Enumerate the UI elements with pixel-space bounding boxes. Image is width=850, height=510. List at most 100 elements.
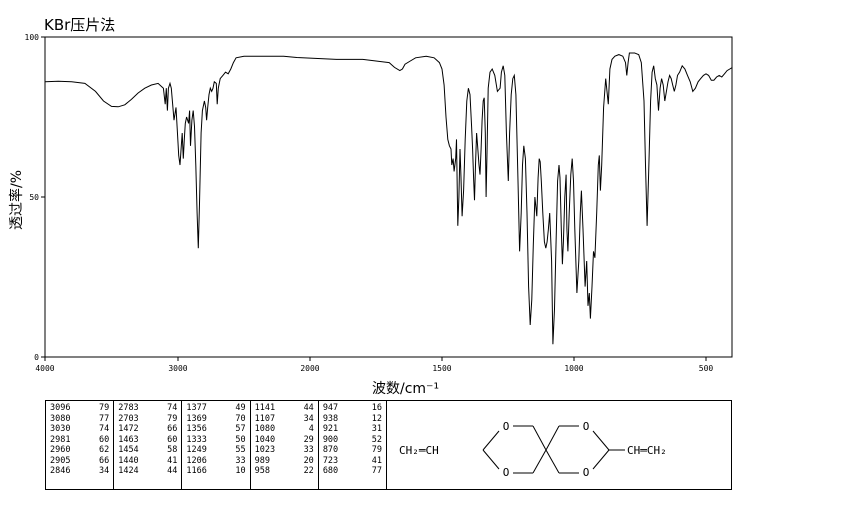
peak-wavenumber: 1249 [186, 445, 207, 455]
peak-transmittance: 31 [371, 424, 383, 434]
peak-wavenumber: 1080 [254, 424, 276, 434]
peak-row: 1472 66 [118, 424, 177, 435]
peak-row: 921 31 [323, 424, 382, 435]
peak-row: 1333 50 [186, 435, 245, 446]
chart-title: KBr压片法 [44, 16, 116, 34]
peak-row: 1440 41 [118, 456, 177, 467]
peak-wavenumber: 921 [322, 424, 339, 434]
peak-row: 1080 4 [255, 424, 314, 435]
peak-row: 947 16 [323, 403, 382, 414]
peak-wavenumber: 938 [322, 413, 339, 424]
peak-wavenumber: 1206 [186, 455, 207, 466]
x-axis-label: 波数/cm⁻¹ [372, 381, 440, 397]
peak-row: 938 12 [323, 414, 382, 425]
peak-transmittance: 60 [167, 434, 178, 445]
peak-wavenumber: 2981 [50, 434, 71, 445]
peak-wavenumber: 723 [322, 455, 339, 466]
peak-wavenumber: 1023 [254, 445, 276, 455]
ir-spectrum-plot: 4000 3000 2000 1500 1000 500 0 50 100 [25, 33, 733, 373]
peak-wavenumber: 1424 [118, 466, 139, 476]
peak-wavenumber: 1463 [118, 434, 139, 445]
peak-transmittance: 22 [303, 466, 314, 476]
peak-row: 2981 60 [50, 435, 109, 446]
peak-transmittance: 33 [235, 455, 246, 466]
molecule-structure: CH₂═CH O O O O CH═CH₂ [399, 420, 667, 479]
peak-row: 3080 77 [50, 414, 109, 425]
peak-row: 3096 79 [50, 403, 109, 414]
peak-transmittance: 74 [98, 424, 110, 434]
peak-transmittance: 79 [98, 403, 110, 413]
peak-transmittance: 79 [371, 445, 383, 455]
peak-row: 1107 34 [255, 414, 314, 425]
peak-row: 1023 33 [255, 445, 314, 456]
peak-transmittance: 58 [167, 445, 178, 455]
peak-row: 1249 55 [186, 445, 245, 456]
peak-row: 989 20 [255, 456, 314, 467]
peak-wavenumber: 900 [322, 434, 339, 445]
plot-frame [44, 36, 733, 358]
peak-wavenumber: 1454 [118, 445, 139, 455]
peak-row: 1166 10 [186, 466, 245, 477]
peak-wavenumber: 2846 [50, 466, 71, 476]
x-tick-label: 1000 [564, 364, 583, 373]
x-tick-label: 4000 [35, 364, 54, 373]
peak-transmittance: 34 [98, 466, 110, 476]
peak-row: 723 41 [323, 456, 382, 467]
peak-transmittance: 79 [167, 413, 178, 424]
peak-row: 3030 74 [50, 424, 109, 435]
peak-row: 1141 44 [255, 403, 314, 414]
peak-wavenumber: 1472 [118, 424, 139, 434]
peak-transmittance: 34 [303, 413, 314, 424]
peak-transmittance: 10 [235, 466, 246, 476]
peak-wavenumber: 1369 [186, 413, 207, 424]
peak-transmittance: 66 [98, 455, 110, 466]
y-tick-label: 100 [25, 33, 40, 42]
peak-transmittance: 77 [98, 413, 110, 424]
peak-wavenumber: 1107 [254, 413, 276, 424]
peak-transmittance: 20 [303, 455, 314, 466]
peak-row: 1369 70 [186, 414, 245, 425]
peak-wavenumber: 3096 [50, 403, 71, 413]
peak-wavenumber: 947 [322, 403, 339, 413]
peak-transmittance: 60 [98, 434, 110, 445]
peak-transmittance: 4 [308, 424, 314, 434]
peak-transmittance: 74 [167, 403, 178, 413]
peak-transmittance: 41 [371, 455, 383, 466]
peak-row: 1356 57 [186, 424, 245, 435]
peak-table: 3096 79 3080 77 3030 74 2981 60 2960 62 2905 66 2846… [45, 400, 387, 490]
y-tick-label: 0 [34, 353, 39, 362]
peak-transmittance: 44 [167, 466, 178, 476]
structure-panel: CH₂═CH O O O O CH═CH₂ [387, 400, 732, 490]
peak-row: 2905 66 [50, 456, 109, 467]
peak-column: 1377 49 1369 70 1356 57 1333 50 1249 55 1206 33 1166… [182, 401, 251, 489]
peak-row: 1377 49 [186, 403, 245, 414]
spiro-ring-bonds [482, 425, 625, 474]
peak-transmittance: 52 [371, 434, 383, 445]
spectrum-line [44, 52, 733, 345]
peak-row: 2846 34 [50, 466, 109, 477]
peak-wavenumber: 2783 [118, 403, 139, 413]
peak-transmittance: 66 [167, 424, 178, 434]
ring-oxygen-lower-right: O [583, 466, 590, 479]
peak-transmittance: 33 [303, 445, 314, 455]
peak-column: 2783 74 2703 79 1472 66 1463 60 1454 58 1440 41 1424… [114, 401, 183, 489]
peak-row: 1424 44 [118, 466, 177, 477]
x-tick-label: 1500 [432, 364, 451, 373]
peak-wavenumber: 1333 [186, 434, 207, 445]
x-tick-label: 3000 [168, 364, 187, 373]
axis-ticks: 4000 3000 2000 1500 1000 500 0 50 100 [25, 33, 714, 373]
peak-row: 870 79 [323, 445, 382, 456]
peak-transmittance: 41 [167, 455, 178, 466]
peak-row: 680 77 [323, 466, 382, 477]
y-tick-label: 50 [29, 193, 39, 202]
ring-oxygen-upper-right: O [583, 420, 590, 433]
peak-wavenumber: 1377 [186, 403, 207, 413]
left-vinyl-group: CH₂═CH [399, 444, 439, 457]
peak-transmittance: 70 [235, 413, 246, 424]
peak-row: 2783 74 [118, 403, 177, 414]
peak-wavenumber: 1440 [118, 455, 139, 466]
peak-wavenumber: 1040 [254, 434, 276, 445]
peak-row: 2960 62 [50, 445, 109, 456]
peak-row: 1040 29 [255, 435, 314, 446]
peak-wavenumber: 1356 [186, 424, 207, 434]
